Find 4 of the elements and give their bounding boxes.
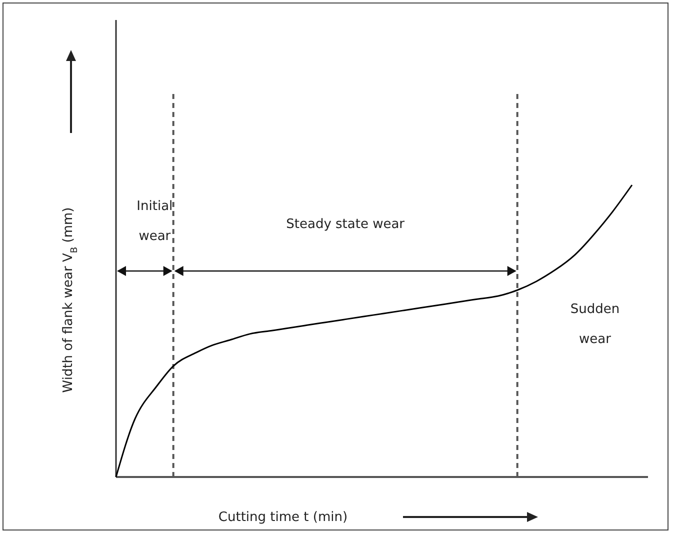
annotation: Steady state wear <box>286 217 406 232</box>
annotation: Sudden wear <box>570 302 620 347</box>
x-axis-title: Cutting time t (min) <box>218 510 348 525</box>
annotation: Initial wear <box>136 199 173 244</box>
